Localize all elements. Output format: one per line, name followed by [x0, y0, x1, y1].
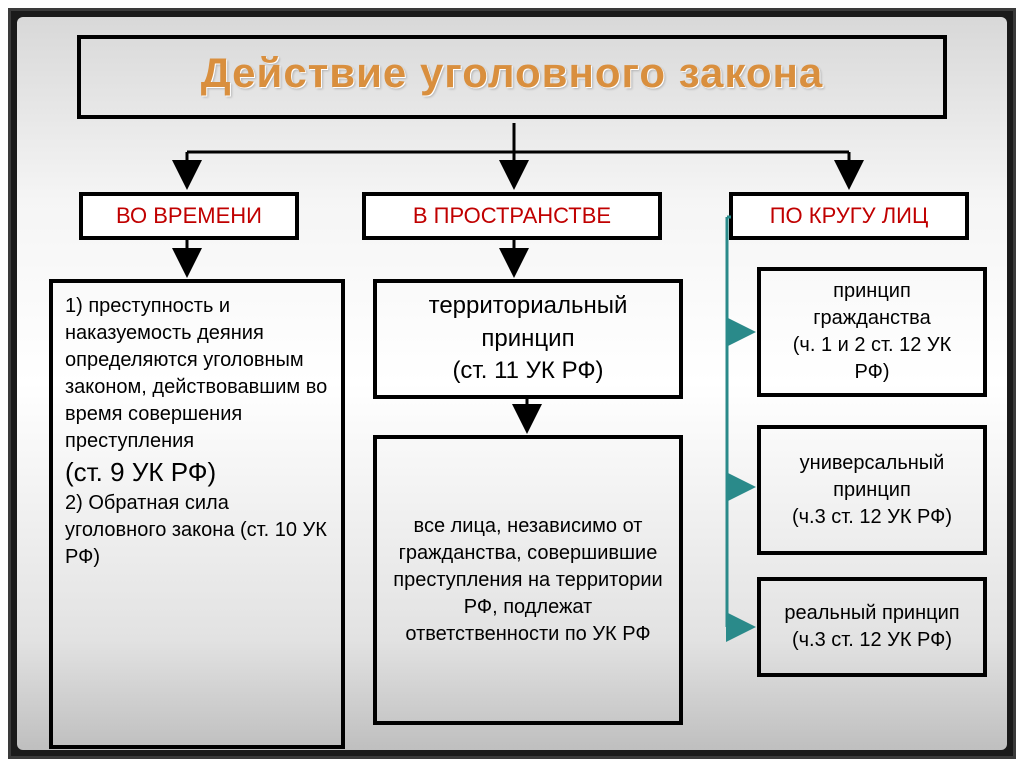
- category-time-label: ВО ВРЕМЕНИ: [116, 203, 262, 229]
- time-content: 1) преступность и наказуемость деяния оп…: [49, 279, 345, 749]
- persons1-a: принцип гражданства: [773, 278, 971, 332]
- title-box: Действие уголовного закона: [77, 35, 947, 119]
- persons-box-3: реальный принцип (ч.3 ст. 12 УК РФ): [757, 577, 987, 677]
- category-persons: ПО КРУГУ ЛИЦ: [729, 192, 969, 240]
- diagram-panel: Действие уголовного закона ВО ВРЕМЕНИ В …: [17, 17, 1007, 750]
- outer-frame: Действие уголовного закона ВО ВРЕМЕНИ В …: [8, 8, 1016, 759]
- category-space: В ПРОСТРАНСТВЕ: [362, 192, 662, 240]
- title-text: Действие уголовного закона: [101, 49, 923, 97]
- persons2-b: (ч.3 ст. 12 УК РФ): [792, 504, 952, 531]
- space-box1-line2: (ст. 11 УК РФ): [452, 355, 603, 387]
- space-box1-line1: территориальный принцип: [389, 290, 667, 355]
- category-space-label: В ПРОСТРАНСТВЕ: [413, 203, 611, 229]
- time-text-2: 2) Обратная сила уголовного закона (ст. …: [65, 492, 327, 568]
- persons3-b: (ч.3 ст. 12 УК РФ): [792, 627, 952, 654]
- persons3-a: реальный принцип: [784, 600, 959, 627]
- space-box-2: все лица, независимо от гражданства, сов…: [373, 435, 683, 725]
- persons1-b: (ч. 1 и 2 ст. 12 УК РФ): [773, 332, 971, 386]
- space-box-1: территориальный принцип (ст. 11 УК РФ): [373, 279, 683, 399]
- time-ref: (ст. 9 УК РФ): [65, 457, 216, 487]
- category-persons-label: ПО КРУГУ ЛИЦ: [770, 203, 929, 229]
- space-box2-text: все лица, независимо от гражданства, сов…: [389, 513, 667, 648]
- time-text-1: 1) преступность и наказуемость деяния оп…: [65, 295, 327, 452]
- persons-box-1: принцип гражданства (ч. 1 и 2 ст. 12 УК …: [757, 267, 987, 397]
- persons-box-2: универсальный принцип (ч.3 ст. 12 УК РФ): [757, 425, 987, 555]
- category-time: ВО ВРЕМЕНИ: [79, 192, 299, 240]
- persons2-a: универсальный принцип: [773, 450, 971, 504]
